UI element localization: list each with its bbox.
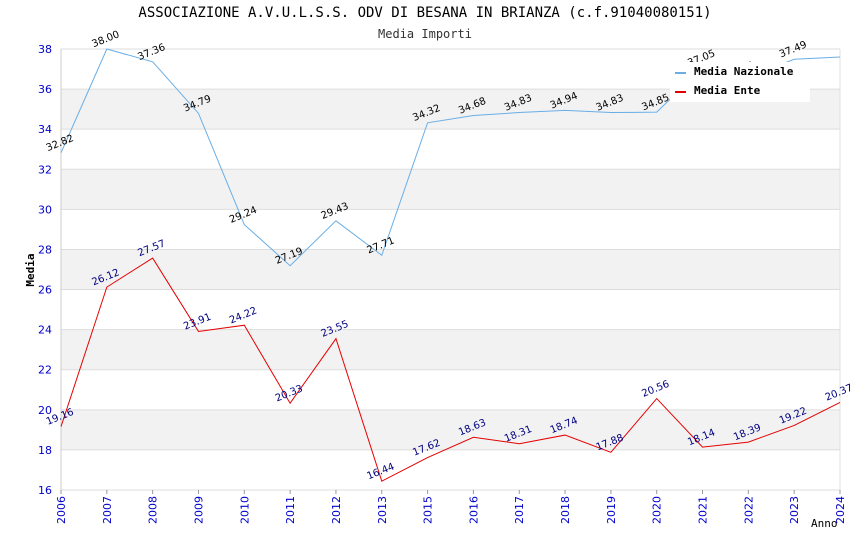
x-tick-label: 2011 [284, 496, 297, 524]
series-line-media-ente [60, 257, 841, 482]
x-tick-label: 2007 [101, 496, 114, 524]
x-tick-label: 2012 [330, 496, 343, 524]
grid-band [61, 249, 840, 290]
y-tick-label: 24 [38, 324, 52, 337]
x-tick-label: 2017 [513, 496, 526, 524]
data-label: 32.82 [45, 133, 76, 154]
y-tick-label: 22 [38, 364, 52, 377]
x-tick-label: 2021 [697, 496, 710, 524]
x-tick-label: 2015 [422, 496, 435, 524]
x-tick-label: 2018 [559, 496, 572, 524]
x-tick-label: 2023 [788, 496, 801, 524]
y-axis-label: Media [24, 253, 37, 286]
y-tick-label: 36 [38, 83, 52, 96]
chart-title: ASSOCIAZIONE A.V.U.L.S.S. ODV DI BESANA … [138, 5, 712, 21]
x-tick-label: 2020 [651, 496, 664, 524]
x-tick-label: 2019 [605, 496, 618, 524]
y-tick-label: 38 [38, 43, 52, 56]
grid-lines [60, 48, 841, 491]
legend: Media Nazionale Media Ente [670, 62, 810, 102]
x-tick-label: 2024 [834, 496, 847, 524]
x-tick-label: 2006 [55, 496, 68, 524]
x-tick-label: 2013 [376, 496, 389, 524]
data-label: 20.56 [640, 379, 671, 400]
y-tick-label: 32 [38, 163, 52, 176]
data-label: 37.36 [136, 42, 167, 63]
grid-band [61, 169, 840, 210]
y-axis-ticks: 16 18 20 22 24 26 28 30 32 34 36 38 [38, 43, 52, 497]
legend-label-media-nazionale: Media Nazionale [694, 65, 794, 78]
y-tick-label: 26 [38, 284, 52, 297]
y-tick-label: 34 [38, 123, 52, 136]
x-tick-label: 2016 [467, 496, 480, 524]
legend-label-media-ente: Media Ente [694, 84, 761, 97]
y-tick-label: 20 [38, 404, 52, 417]
data-label: 20.37 [824, 383, 850, 404]
y-tick-label: 16 [38, 484, 52, 497]
data-label: 24.22 [228, 305, 259, 326]
data-label: 37.49 [778, 39, 809, 60]
x-tick-label: 2009 [192, 496, 205, 524]
x-tick-label: 2010 [238, 496, 251, 524]
x-tick-label: 2022 [742, 496, 755, 524]
grid-band [61, 329, 840, 370]
y-tick-label: 30 [38, 203, 52, 216]
data-label: 38.00 [91, 29, 122, 50]
x-tick-label: 2008 [147, 496, 160, 524]
x-axis-label: Anno [811, 517, 838, 530]
x-axis-ticks: 2006 2007 2008 2009 2010 2011 2012 2013 2015 2016… [55, 490, 847, 524]
chart-subtitle: Media Importi [378, 27, 472, 41]
y-tick-label: 28 [38, 243, 52, 256]
grid-band [61, 409, 840, 450]
y-tick-label: 18 [38, 444, 52, 457]
grid-bands [61, 89, 840, 450]
